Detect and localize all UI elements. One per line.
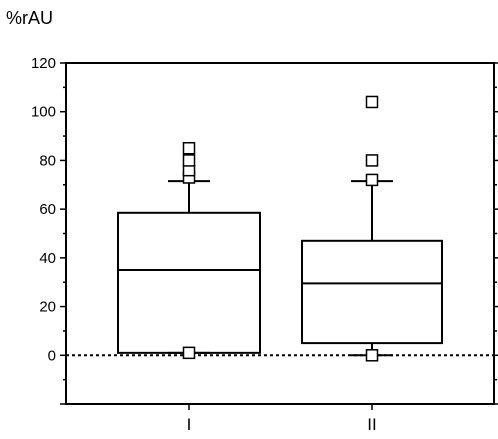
outlier-point [365,349,379,362]
outlier-point [182,154,196,167]
outlier-point [365,95,379,109]
y-axis-title: %rAU [6,8,54,28]
y-tick-label: 80 [39,152,56,169]
outlier-point [182,346,196,360]
outlier-point [365,154,379,167]
box-iqr [301,239,443,345]
outlier-point [365,173,379,187]
outlier-point [182,142,196,155]
x-tick-label: II [367,415,376,434]
x-tick-label: I [187,415,192,434]
boxes [117,95,443,362]
box-1 [117,142,261,360]
y-tick-label: 0 [48,347,56,364]
y-tick-label: 20 [39,299,56,316]
box-iqr [117,211,261,354]
y-tick-label: 120 [31,55,56,72]
y-tick-label: 60 [39,201,56,218]
y-tick-label: 100 [31,104,56,121]
y-tick-label: 40 [39,250,56,267]
x-ticks: I II [187,404,377,434]
box-2 [301,95,443,362]
y-ticks: 0 20 40 60 80 100 120 [31,55,498,405]
